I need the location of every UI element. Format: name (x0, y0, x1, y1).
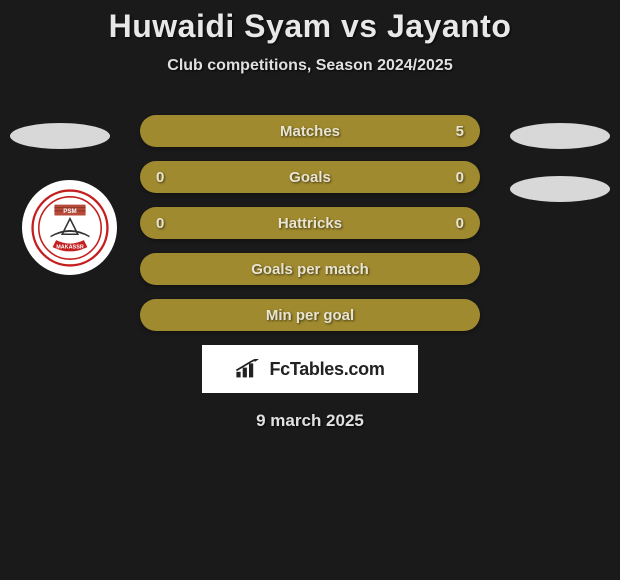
right-club-placeholder (510, 176, 610, 202)
left-club-badge: PSM MAKASSR (22, 180, 117, 275)
stats-table: Matches 5 0 Goals 0 0 Hattricks 0 Goals … (140, 115, 480, 331)
stat-label: Goals per match (186, 261, 434, 278)
stat-label: Goals (186, 169, 434, 186)
stat-label: Matches (186, 123, 434, 140)
svg-text:PSM: PSM (63, 208, 77, 215)
stat-row-hattricks: 0 Hattricks 0 (140, 207, 480, 239)
date-label: 9 march 2025 (0, 411, 620, 431)
right-player-placeholder (510, 123, 610, 149)
bar-chart-icon (235, 359, 263, 379)
stat-row-matches: Matches 5 (140, 115, 480, 147)
svg-text:MAKASSR: MAKASSR (56, 244, 84, 250)
psm-badge-icon: PSM MAKASSR (31, 189, 109, 267)
stat-right-value: 5 (434, 123, 464, 140)
stat-label: Hattricks (186, 215, 434, 232)
page-title: Huwaidi Syam vs Jayanto (0, 0, 620, 45)
stat-row-goals-per-match: Goals per match (140, 253, 480, 285)
subtitle: Club competitions, Season 2024/2025 (0, 57, 620, 75)
stat-left-value: 0 (156, 215, 186, 232)
left-player-placeholder (10, 123, 110, 149)
stat-right-value: 0 (434, 215, 464, 232)
stat-row-goals: 0 Goals 0 (140, 161, 480, 193)
logo-text: FcTables.com (269, 359, 384, 380)
fctables-logo[interactable]: FcTables.com (202, 345, 418, 393)
stat-left-value: 0 (156, 169, 186, 186)
stat-row-min-per-goal: Min per goal (140, 299, 480, 331)
stat-right-value: 0 (434, 169, 464, 186)
stat-label: Min per goal (186, 307, 434, 324)
